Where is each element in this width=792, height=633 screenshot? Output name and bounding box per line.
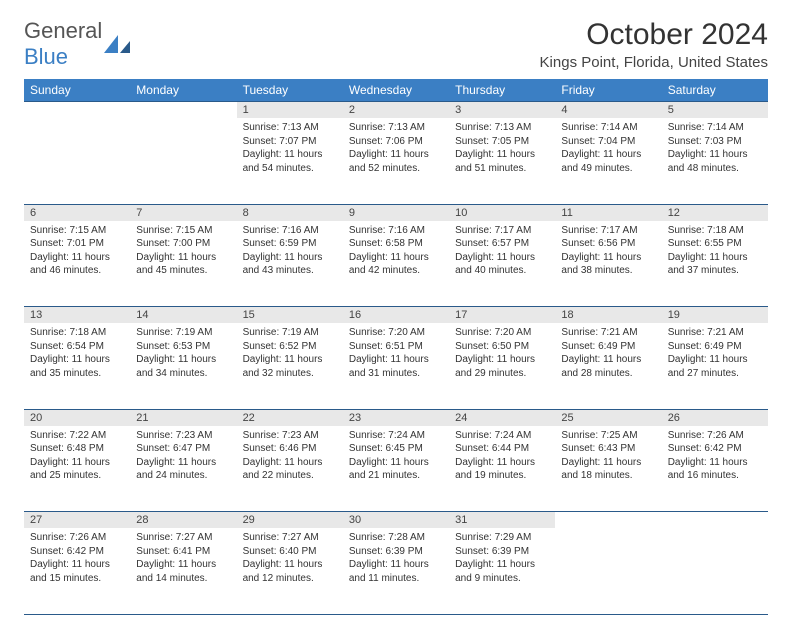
day-detail-cell: Sunrise: 7:27 AMSunset: 6:41 PMDaylight:… bbox=[130, 528, 236, 614]
day-number-cell: 16 bbox=[343, 307, 449, 324]
day-detail-cell bbox=[130, 118, 236, 204]
day-detail-cell: Sunrise: 7:13 AMSunset: 7:06 PMDaylight:… bbox=[343, 118, 449, 204]
detail-row: Sunrise: 7:13 AMSunset: 7:07 PMDaylight:… bbox=[24, 118, 768, 204]
weekday-header: Thursday bbox=[449, 79, 555, 102]
day-number-cell: 10 bbox=[449, 204, 555, 221]
daynum-row: 13141516171819 bbox=[24, 307, 768, 324]
day-detail-cell: Sunrise: 7:13 AMSunset: 7:05 PMDaylight:… bbox=[449, 118, 555, 204]
daynum-row: 2728293031 bbox=[24, 512, 768, 529]
day-detail-cell: Sunrise: 7:18 AMSunset: 6:55 PMDaylight:… bbox=[662, 221, 768, 307]
day-detail-cell: Sunrise: 7:23 AMSunset: 6:46 PMDaylight:… bbox=[237, 426, 343, 512]
detail-row: Sunrise: 7:18 AMSunset: 6:54 PMDaylight:… bbox=[24, 323, 768, 409]
day-number-cell: 14 bbox=[130, 307, 236, 324]
weekday-header: Saturday bbox=[662, 79, 768, 102]
sail-icon bbox=[104, 35, 130, 53]
daynum-row: 12345 bbox=[24, 102, 768, 119]
calendar-table: SundayMondayTuesdayWednesdayThursdayFrid… bbox=[24, 79, 768, 615]
day-detail-cell: Sunrise: 7:21 AMSunset: 6:49 PMDaylight:… bbox=[662, 323, 768, 409]
detail-row: Sunrise: 7:22 AMSunset: 6:48 PMDaylight:… bbox=[24, 426, 768, 512]
day-detail-cell: Sunrise: 7:28 AMSunset: 6:39 PMDaylight:… bbox=[343, 528, 449, 614]
day-number-cell: 18 bbox=[555, 307, 661, 324]
day-detail-cell: Sunrise: 7:27 AMSunset: 6:40 PMDaylight:… bbox=[237, 528, 343, 614]
day-detail-cell: Sunrise: 7:26 AMSunset: 6:42 PMDaylight:… bbox=[662, 426, 768, 512]
day-number-cell: 5 bbox=[662, 102, 768, 119]
day-number-cell: 13 bbox=[24, 307, 130, 324]
day-detail-cell: Sunrise: 7:17 AMSunset: 6:57 PMDaylight:… bbox=[449, 221, 555, 307]
brand-part1: General bbox=[24, 18, 102, 43]
day-detail-cell: Sunrise: 7:14 AMSunset: 7:04 PMDaylight:… bbox=[555, 118, 661, 204]
location-text: Kings Point, Florida, United States bbox=[540, 54, 768, 71]
day-detail-cell: Sunrise: 7:16 AMSunset: 6:59 PMDaylight:… bbox=[237, 221, 343, 307]
day-detail-cell bbox=[24, 118, 130, 204]
day-number-cell: 20 bbox=[24, 409, 130, 426]
brand-text: General Blue bbox=[24, 18, 102, 70]
day-detail-cell: Sunrise: 7:14 AMSunset: 7:03 PMDaylight:… bbox=[662, 118, 768, 204]
day-number-cell: 28 bbox=[130, 512, 236, 529]
month-title: October 2024 bbox=[540, 18, 768, 52]
day-number-cell: 19 bbox=[662, 307, 768, 324]
day-number-cell: 1 bbox=[237, 102, 343, 119]
day-number-cell: 27 bbox=[24, 512, 130, 529]
day-detail-cell: Sunrise: 7:13 AMSunset: 7:07 PMDaylight:… bbox=[237, 118, 343, 204]
day-detail-cell: Sunrise: 7:16 AMSunset: 6:58 PMDaylight:… bbox=[343, 221, 449, 307]
day-detail-cell: Sunrise: 7:24 AMSunset: 6:45 PMDaylight:… bbox=[343, 426, 449, 512]
day-number-cell bbox=[130, 102, 236, 119]
day-number-cell bbox=[555, 512, 661, 529]
day-number-cell: 23 bbox=[343, 409, 449, 426]
daynum-row: 6789101112 bbox=[24, 204, 768, 221]
weekday-header: Monday bbox=[130, 79, 236, 102]
day-detail-cell: Sunrise: 7:26 AMSunset: 6:42 PMDaylight:… bbox=[24, 528, 130, 614]
day-number-cell: 17 bbox=[449, 307, 555, 324]
day-detail-cell bbox=[662, 528, 768, 614]
day-number-cell: 6 bbox=[24, 204, 130, 221]
weekday-header: Friday bbox=[555, 79, 661, 102]
day-detail-cell: Sunrise: 7:19 AMSunset: 6:53 PMDaylight:… bbox=[130, 323, 236, 409]
day-number-cell: 25 bbox=[555, 409, 661, 426]
day-detail-cell: Sunrise: 7:18 AMSunset: 6:54 PMDaylight:… bbox=[24, 323, 130, 409]
day-number-cell: 31 bbox=[449, 512, 555, 529]
weekday-header-row: SundayMondayTuesdayWednesdayThursdayFrid… bbox=[24, 79, 768, 102]
day-detail-cell: Sunrise: 7:24 AMSunset: 6:44 PMDaylight:… bbox=[449, 426, 555, 512]
day-detail-cell: Sunrise: 7:23 AMSunset: 6:47 PMDaylight:… bbox=[130, 426, 236, 512]
day-number-cell: 30 bbox=[343, 512, 449, 529]
day-number-cell: 22 bbox=[237, 409, 343, 426]
day-detail-cell: Sunrise: 7:20 AMSunset: 6:50 PMDaylight:… bbox=[449, 323, 555, 409]
weekday-header: Tuesday bbox=[237, 79, 343, 102]
day-number-cell: 29 bbox=[237, 512, 343, 529]
day-number-cell bbox=[662, 512, 768, 529]
day-detail-cell: Sunrise: 7:20 AMSunset: 6:51 PMDaylight:… bbox=[343, 323, 449, 409]
day-number-cell: 26 bbox=[662, 409, 768, 426]
day-detail-cell: Sunrise: 7:17 AMSunset: 6:56 PMDaylight:… bbox=[555, 221, 661, 307]
detail-row: Sunrise: 7:15 AMSunset: 7:01 PMDaylight:… bbox=[24, 221, 768, 307]
day-detail-cell: Sunrise: 7:15 AMSunset: 7:00 PMDaylight:… bbox=[130, 221, 236, 307]
day-detail-cell: Sunrise: 7:21 AMSunset: 6:49 PMDaylight:… bbox=[555, 323, 661, 409]
day-detail-cell: Sunrise: 7:15 AMSunset: 7:01 PMDaylight:… bbox=[24, 221, 130, 307]
day-detail-cell bbox=[555, 528, 661, 614]
day-detail-cell: Sunrise: 7:19 AMSunset: 6:52 PMDaylight:… bbox=[237, 323, 343, 409]
day-detail-cell: Sunrise: 7:29 AMSunset: 6:39 PMDaylight:… bbox=[449, 528, 555, 614]
detail-row: Sunrise: 7:26 AMSunset: 6:42 PMDaylight:… bbox=[24, 528, 768, 614]
day-number-cell: 9 bbox=[343, 204, 449, 221]
day-number-cell: 7 bbox=[130, 204, 236, 221]
brand-logo: General Blue bbox=[24, 18, 130, 70]
day-number-cell bbox=[24, 102, 130, 119]
day-number-cell: 21 bbox=[130, 409, 236, 426]
header: General Blue October 2024 Kings Point, F… bbox=[24, 18, 768, 71]
day-number-cell: 2 bbox=[343, 102, 449, 119]
day-number-cell: 24 bbox=[449, 409, 555, 426]
weekday-header: Wednesday bbox=[343, 79, 449, 102]
title-block: October 2024 Kings Point, Florida, Unite… bbox=[540, 18, 768, 71]
daynum-row: 20212223242526 bbox=[24, 409, 768, 426]
day-detail-cell: Sunrise: 7:22 AMSunset: 6:48 PMDaylight:… bbox=[24, 426, 130, 512]
day-detail-cell: Sunrise: 7:25 AMSunset: 6:43 PMDaylight:… bbox=[555, 426, 661, 512]
day-number-cell: 11 bbox=[555, 204, 661, 221]
day-number-cell: 15 bbox=[237, 307, 343, 324]
day-number-cell: 3 bbox=[449, 102, 555, 119]
weekday-header: Sunday bbox=[24, 79, 130, 102]
day-number-cell: 12 bbox=[662, 204, 768, 221]
day-number-cell: 8 bbox=[237, 204, 343, 221]
brand-part2: Blue bbox=[24, 44, 68, 69]
day-number-cell: 4 bbox=[555, 102, 661, 119]
